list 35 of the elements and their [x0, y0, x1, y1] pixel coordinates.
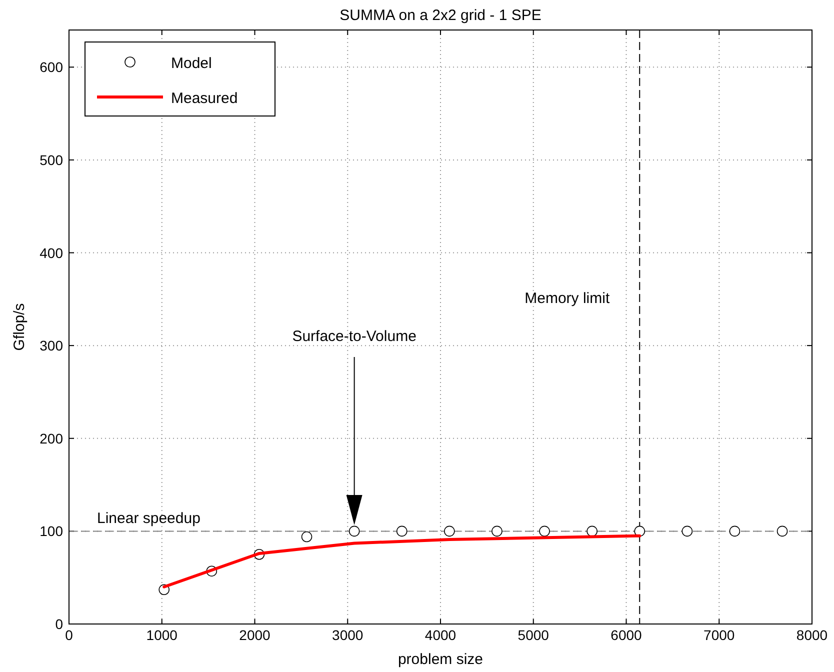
y-tick-label: 100 — [40, 523, 64, 540]
x-tick-label: 5000 — [518, 627, 550, 643]
point — [776, 526, 788, 537]
legend-label: Model — [171, 55, 212, 72]
x-tick-label: 0 — [65, 627, 74, 643]
y-tick-label: 400 — [40, 244, 64, 261]
point — [444, 526, 455, 537]
x-tick-label: 6000 — [610, 627, 642, 643]
y-tick-label: 600 — [40, 59, 64, 76]
x-tick-label: 2000 — [239, 627, 271, 643]
ref-line-label: Linear speedup — [97, 510, 200, 528]
point — [586, 526, 598, 537]
y-tick-label: 0 — [55, 616, 64, 632]
x-tick-label: 1000 — [146, 627, 178, 643]
point — [301, 531, 312, 542]
x-tick-label: 7000 — [704, 627, 735, 643]
x-tick-label: 4000 — [424, 627, 456, 643]
point — [396, 526, 408, 537]
x-axis-title: problem size — [398, 651, 484, 668]
point — [539, 526, 550, 537]
y-tick-label: 300 — [40, 338, 64, 354]
point — [492, 526, 502, 537]
point — [634, 526, 646, 537]
legend-label: Measured — [171, 90, 238, 107]
annotation: Surface-to-Volume — [292, 328, 416, 345]
point — [729, 526, 740, 537]
y-tick-label: 200 — [40, 430, 64, 446]
point — [682, 526, 693, 537]
y-axis-title: Gflop/s — [11, 303, 28, 351]
y-tick-label: 500 — [40, 152, 64, 168]
chart-title: SUMMA on a 2x2 grid - 1 SPE — [340, 7, 542, 24]
ref-line-label: Memory limit — [524, 290, 610, 308]
x-tick-label: 3000 — [332, 627, 364, 643]
point — [348, 526, 360, 537]
x-tick-label: 8000 — [796, 627, 828, 643]
